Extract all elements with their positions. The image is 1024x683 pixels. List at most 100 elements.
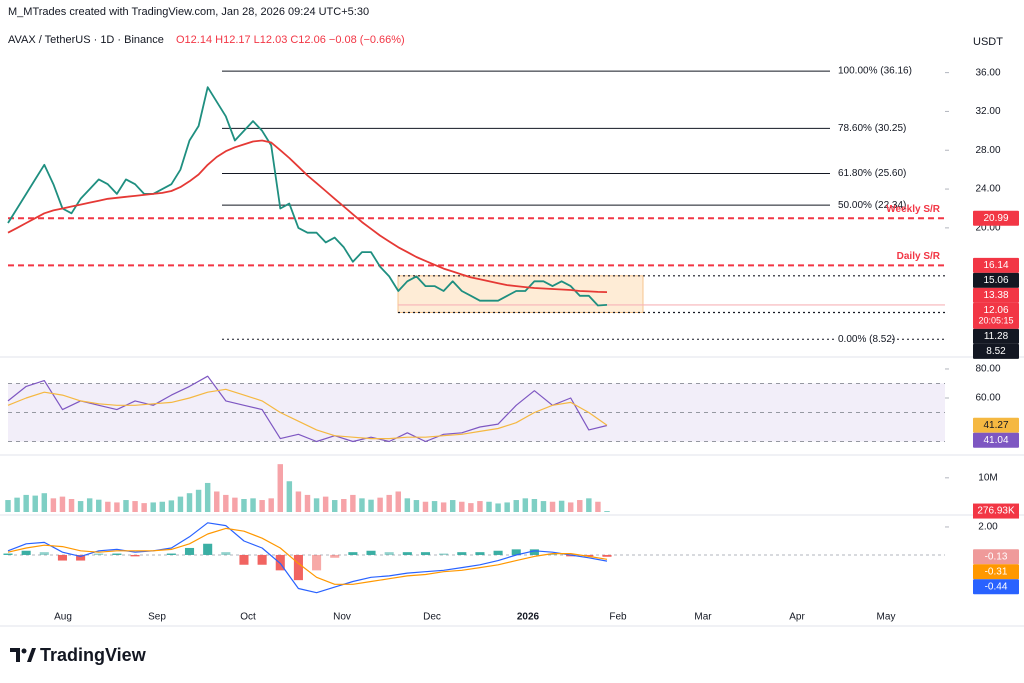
symbol: AVAX / TetherUS · 1D · Binance [8, 34, 164, 46]
volume-bar [132, 501, 138, 512]
x-tick-label: May [877, 612, 896, 623]
volume-bar [341, 499, 347, 512]
price-tag-bg [973, 257, 1019, 273]
volume-bar [604, 511, 610, 512]
price-tag: 20.99 [983, 213, 1008, 224]
volume-bar [449, 500, 456, 512]
volume-tag: 276.93K [977, 506, 1015, 517]
macd-histogram-bar [402, 552, 412, 555]
volume-bar [32, 495, 38, 512]
volume-bar [495, 503, 501, 512]
volume-bar [486, 501, 492, 512]
macd-histogram-bar [493, 550, 503, 555]
volume-bar [159, 501, 166, 512]
macd-histogram-bar [94, 553, 104, 555]
macd-histogram-bar [602, 554, 612, 557]
macd-histogram-bar [130, 554, 140, 557]
volume-bar [531, 499, 538, 512]
macd-histogram-bar [330, 554, 340, 558]
volume-bar [277, 464, 283, 512]
fib-label-bg [834, 333, 890, 346]
y-tick-label: 28.00 [975, 145, 1000, 156]
price-tag: 16.14 [983, 260, 1008, 271]
y-tick-label: 24.00 [975, 184, 1000, 195]
price-tag: 13.38 [983, 290, 1008, 301]
volume-bar [567, 502, 574, 512]
price-tag-bg [973, 417, 1019, 433]
currency: USDT [973, 36, 1003, 48]
price-tag-bg [973, 432, 1019, 448]
volume-bar [214, 491, 220, 512]
brand: TradingView [40, 645, 147, 665]
x-tick-label: Nov [333, 612, 351, 623]
price-tag: 41.27 [983, 420, 1008, 431]
volume-bar [41, 493, 48, 512]
ohlc: O12.14 H12.17 L12.03 C12.06 −0.08 (−0.66… [176, 34, 405, 46]
volume-bar [168, 500, 175, 512]
price-tag: -0.44 [985, 581, 1008, 592]
price-tag-bg [973, 328, 1019, 344]
volume-bar [558, 500, 565, 512]
macd-histogram-bar [420, 552, 431, 555]
series-line [7, 86, 608, 307]
price-tag-bg [973, 564, 1019, 580]
volume-bar [86, 498, 93, 512]
level-label: Weekly S/R [886, 204, 941, 215]
x-tick-label: Sep [148, 612, 166, 623]
watermark: M_MTrades created with TradingView.com, … [8, 6, 369, 18]
price-tag-bg [973, 272, 1019, 288]
macd-histogram-bar [239, 554, 249, 565]
volume-bar [377, 497, 383, 512]
volume-bar [422, 501, 429, 512]
volume-bar [522, 498, 529, 512]
volume-bar [431, 501, 438, 512]
volume-bar [386, 494, 392, 512]
volume-bar [96, 499, 102, 512]
macd-histogram-bar [366, 550, 376, 555]
price-tag: -0.13 [985, 551, 1008, 562]
rsi-band [8, 383, 945, 442]
volume-bar [295, 491, 302, 512]
macd-histogram-bar [511, 549, 521, 555]
price-tag: 15.06 [983, 275, 1008, 286]
volume-bar [549, 501, 556, 512]
macd-histogram-bar [257, 554, 267, 565]
volume-bar [359, 498, 365, 512]
volume-bar [5, 500, 11, 512]
volume-bar [195, 489, 202, 512]
macd-histogram-bar [3, 553, 13, 555]
volume-bar [586, 498, 592, 512]
macd-histogram-bar [312, 554, 322, 571]
x-tick-label: Aug [54, 612, 72, 623]
volume-bar [313, 498, 320, 512]
volume-bar [504, 502, 510, 512]
volume-tag-bg [973, 503, 1019, 519]
volume-bar [259, 500, 265, 512]
macd-histogram-bar [566, 554, 576, 557]
fib-label: 50.00% (22.34) [838, 200, 906, 211]
series-line [7, 139, 608, 293]
macd-histogram-bar [439, 553, 449, 555]
volume-bar [413, 500, 420, 512]
volume-bar [50, 498, 57, 512]
macd-histogram-bar [475, 552, 485, 555]
fib-label: 61.80% (25.60) [838, 168, 906, 179]
volume-bar [368, 499, 374, 512]
price-tag-bg [973, 343, 1019, 359]
volume-bar [286, 481, 293, 512]
volume-bar [513, 500, 519, 512]
range-box [397, 275, 644, 313]
macd-histogram-bar [457, 552, 467, 555]
volume-bar [322, 496, 329, 512]
volume-bar [77, 501, 84, 512]
price-tag-bg [973, 549, 1019, 565]
volume-bar [204, 482, 211, 512]
fib-label: 78.60% (30.25) [838, 123, 906, 134]
y-tick-label: 2.00 [978, 522, 998, 533]
volume-bar [332, 500, 338, 512]
y-tick-label: 10M [978, 472, 997, 483]
volume-bar [404, 498, 411, 512]
macd-histogram-bar [384, 552, 394, 555]
macd-histogram-bar [348, 552, 358, 555]
